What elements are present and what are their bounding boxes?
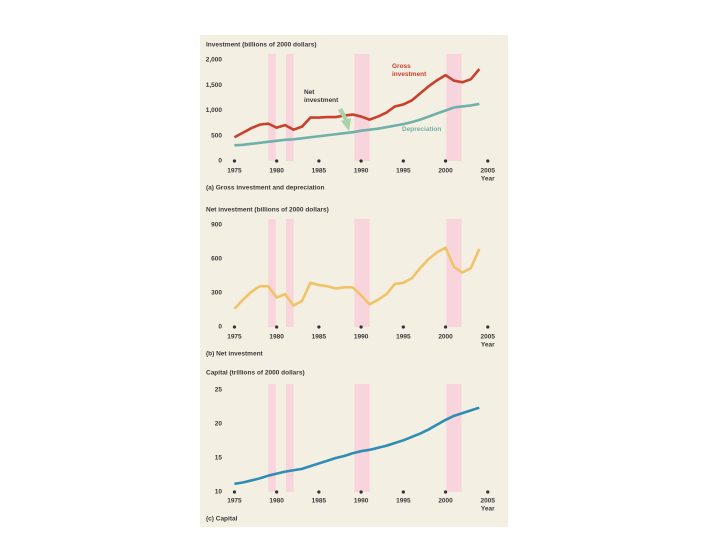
caption: (b) Net investment — [206, 351, 264, 358]
caption: (a) Gross investment and depreciation — [206, 185, 325, 192]
recession-band — [446, 384, 462, 492]
caption: (c) Capital — [206, 516, 238, 523]
recession-band — [354, 384, 370, 492]
recession-band — [285, 384, 294, 492]
annotation-line: Net — [304, 89, 315, 96]
y-tick-label: 15 — [215, 455, 223, 462]
x-tick-label: 1980 — [269, 334, 284, 341]
x-tick-label: 2000 — [438, 168, 453, 175]
x-tick-dot — [275, 159, 279, 163]
x-tick-dot — [443, 159, 448, 163]
y-tick-label: 1,000 — [206, 107, 223, 114]
x-tick-dot — [359, 490, 363, 494]
x-tick-dot — [317, 159, 321, 163]
x-tick-dot — [232, 490, 237, 494]
x-tick-dot — [486, 490, 490, 494]
x-tick-label: 1990 — [354, 168, 369, 175]
x-axis-label: Year — [481, 506, 495, 513]
x-tick-label: 2000 — [438, 498, 453, 505]
x-tick-label: 1985 — [312, 498, 327, 505]
chart-title: Net investment (billions of 2000 dollars… — [206, 207, 329, 214]
annotation: Net investment — [304, 89, 339, 104]
recession-band — [446, 219, 462, 327]
x-tick-label: 2005 — [481, 168, 496, 175]
annotation-line: investment — [392, 71, 427, 78]
x-tick-label: 1995 — [396, 168, 411, 175]
x-tick-dot — [486, 325, 490, 329]
y-tick-label: 500 — [211, 132, 222, 139]
series-line — [233, 246, 481, 310]
x-axis-label: Year — [481, 176, 495, 183]
recession-band — [268, 384, 276, 492]
y-tick-label: 0 — [218, 158, 222, 165]
y-tick-label: 300 — [211, 290, 222, 297]
y-tick-label: 900 — [211, 222, 222, 229]
x-tick-label: 1995 — [396, 334, 411, 341]
y-tick-label: 20 — [215, 421, 223, 428]
x-tick-dot — [443, 490, 448, 494]
series-line — [234, 406, 480, 486]
series-line — [234, 102, 480, 147]
recession-band — [285, 219, 294, 327]
x-tick-label: 1985 — [312, 168, 327, 175]
x-tick-dot — [232, 325, 237, 329]
y-tick-label: 25 — [215, 387, 223, 394]
x-tick-label: 1975 — [227, 168, 242, 175]
recession-band — [268, 219, 276, 327]
x-tick-dot — [317, 325, 321, 329]
x-tick-label: 1985 — [312, 334, 327, 341]
x-tick-label: 2005 — [481, 498, 496, 505]
x-tick-dot — [359, 325, 363, 329]
x-tick-label: 2005 — [481, 334, 496, 341]
y-tick-label: 0 — [218, 324, 222, 331]
annotation: Gross investment — [392, 63, 427, 78]
annotation-line: Depreciation — [402, 126, 441, 133]
annotation: Depreciation — [402, 126, 441, 133]
chart-title: Investment (billions of 2000 dollars) — [206, 42, 317, 49]
x-tick-label: 1990 — [354, 498, 369, 505]
x-tick-label: 2000 — [438, 334, 453, 341]
x-tick-dot — [317, 490, 321, 494]
x-tick-dot — [443, 325, 448, 329]
x-tick-dot — [486, 159, 490, 163]
recession-band — [285, 54, 294, 161]
x-axis-label: Year — [481, 342, 495, 349]
x-tick-dot — [275, 490, 279, 494]
x-tick-dot — [275, 325, 279, 329]
y-tick-label: 1,500 — [206, 82, 223, 89]
y-tick-label: 10 — [215, 489, 223, 496]
y-tick-label: 2,000 — [206, 57, 223, 64]
x-tick-label: 1975 — [227, 334, 242, 341]
x-tick-label: 1980 — [269, 498, 284, 505]
x-tick-label: 1980 — [269, 168, 284, 175]
recession-band — [354, 54, 370, 161]
series-line — [233, 68, 481, 139]
x-tick-dot — [401, 490, 405, 494]
recession-band — [268, 54, 276, 161]
x-tick-dot — [401, 159, 405, 163]
x-tick-label: 1975 — [227, 498, 242, 505]
annotation-arrow — [338, 108, 351, 131]
x-tick-dot — [359, 159, 363, 163]
annotation-line: investment — [304, 97, 339, 104]
x-tick-label: 1990 — [354, 334, 369, 341]
y-tick-label: 600 — [211, 256, 222, 263]
x-tick-label: 1995 — [396, 498, 411, 505]
annotation-line: Gross — [392, 63, 411, 70]
x-tick-dot — [401, 325, 405, 329]
x-tick-dot — [232, 159, 237, 163]
chart-title: Capital (trillions of 2000 dollars) — [206, 370, 305, 377]
recession-band — [354, 219, 370, 327]
